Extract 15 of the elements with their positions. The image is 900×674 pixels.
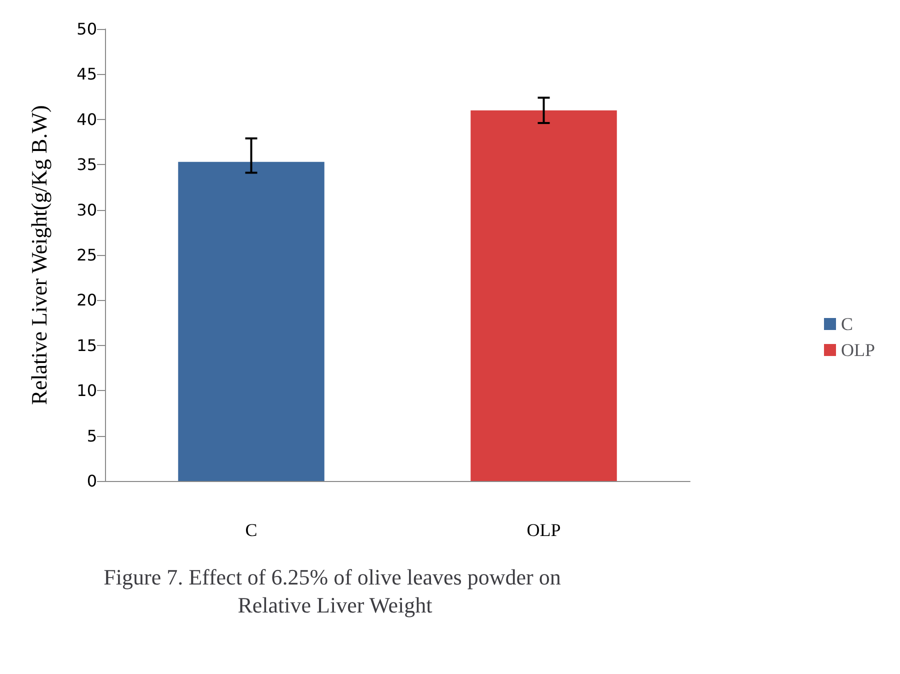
y-tick-label: 30: [76, 200, 97, 220]
y-tick-label: 10: [76, 381, 97, 400]
y-tick-label: 5: [86, 426, 97, 446]
y-tick-label: 15: [76, 336, 97, 355]
y-axis-title: Relative Liver Weight(g/Kg B.W): [26, 105, 52, 405]
legend-label: C: [840, 314, 854, 334]
legend-label: OLP: [840, 340, 876, 360]
y-tick-label: 0: [86, 472, 97, 490]
y-tick-label: 40: [76, 110, 97, 129]
y-tick-label: 45: [76, 64, 97, 84]
y-tick-label: 50: [76, 20, 97, 38]
y-tick-label: 35: [76, 155, 97, 174]
y-tick-label: 20: [76, 290, 97, 310]
y-tick-label: 25: [76, 246, 97, 264]
text: Figure 7. Effect of 6.25% of olive leaves powder on Relative Liver Weight: [104, 564, 566, 618]
